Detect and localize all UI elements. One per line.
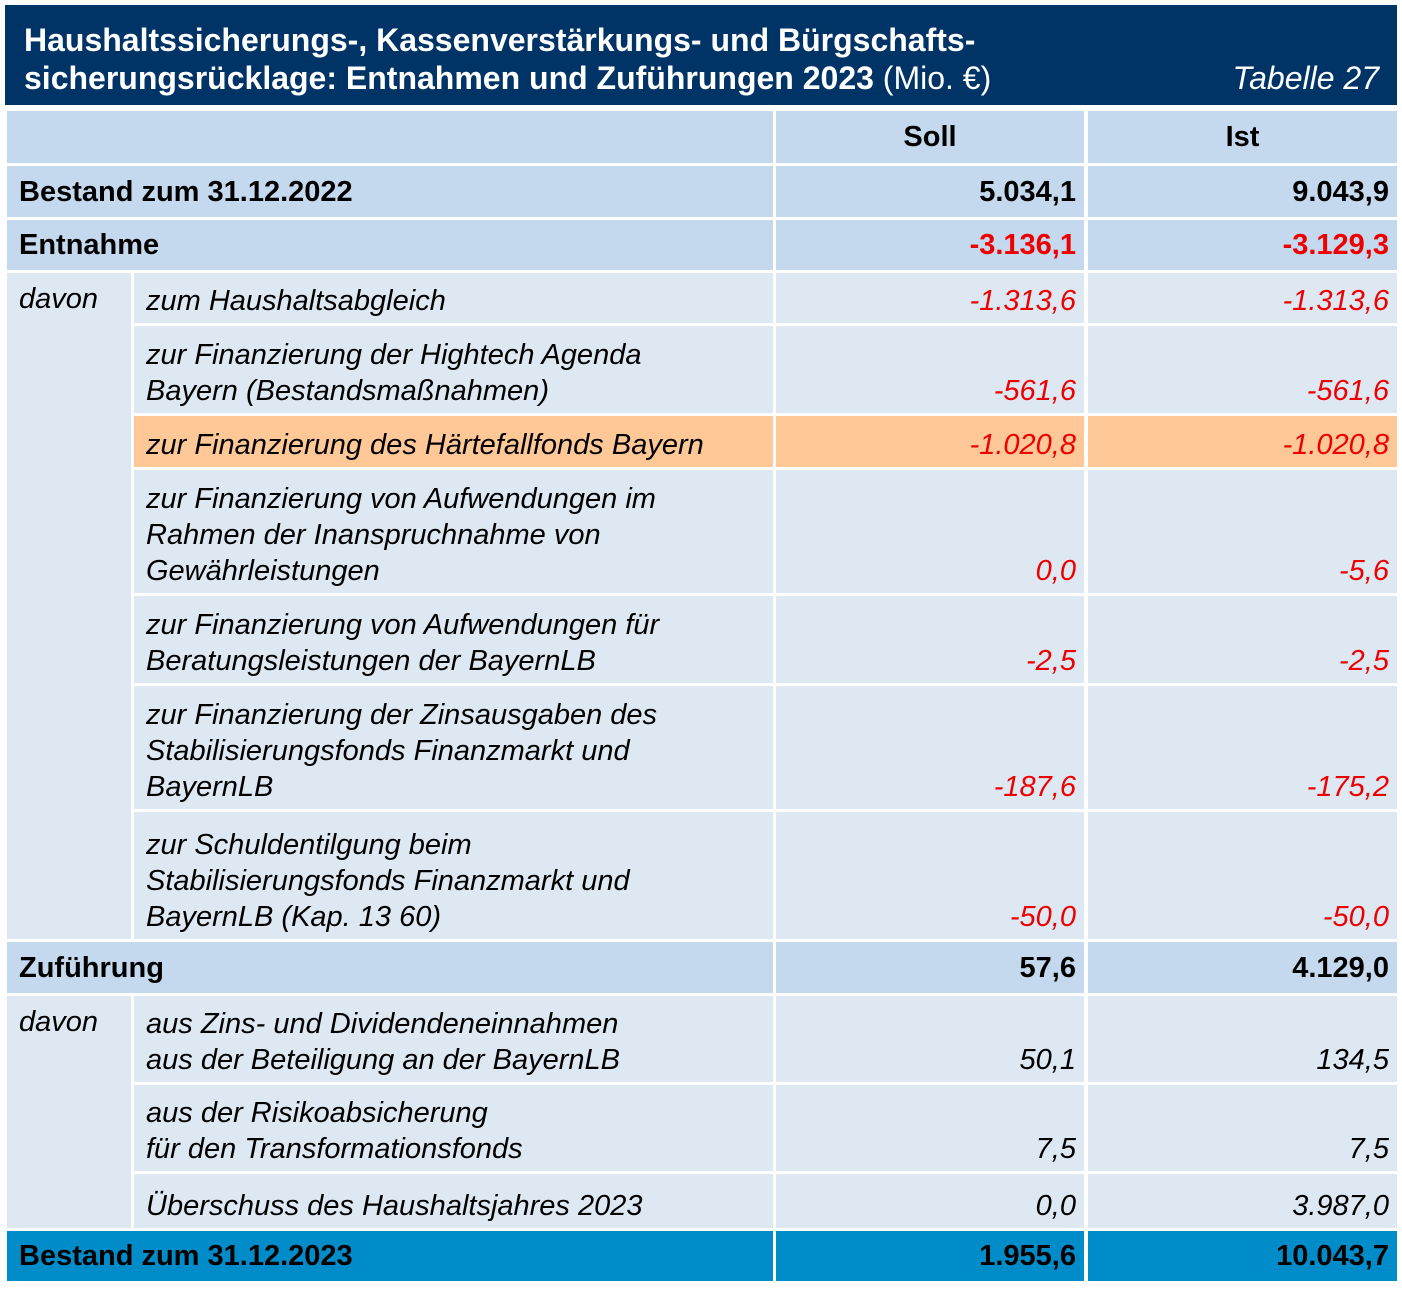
addition-item-soll: 7,5 — [776, 1085, 1084, 1171]
addition-item-soll: 50,1 — [776, 996, 1084, 1082]
addition-soll: 57,6 — [776, 942, 1084, 993]
withdrawal-item-soll: -50,0 — [776, 812, 1084, 939]
title-line-2: sicherungsrücklage: Entnahmen und Zuführ… — [24, 59, 1379, 97]
addition-item-soll: 0,0 — [776, 1174, 1084, 1228]
addition-item-label: Überschuss des Haushaltsjahres 2023 — [134, 1174, 773, 1228]
withdrawal-item-ist: -561,6 — [1088, 326, 1397, 413]
addition-label: Zuführung — [7, 942, 773, 993]
withdrawal-item-label: zur Finanzierung von Aufwendungen im Rahm… — [134, 470, 773, 593]
column-header-ist: Ist — [1088, 111, 1397, 163]
opening-ist: 9.043,9 — [1088, 166, 1397, 217]
table-row-withdrawal: Entnahme -3.136,1 -3.129,3 — [7, 220, 1397, 270]
table-row-opening: Bestand zum 31.12.2022 5.034,1 9.043,9 — [7, 166, 1397, 217]
withdrawal-breakdown: davon zum Haushaltsabgleich -1.313,6 -1.… — [7, 273, 1397, 939]
withdrawal-item-label: zur Finanzierung von Aufwendungen für Ber… — [134, 596, 773, 683]
withdrawal-item-ist: -2,5 — [1088, 596, 1397, 683]
withdrawal-item-label: zum Haushaltsabgleich — [134, 273, 773, 323]
addition-breakdown: davon aus Zins- und Dividendeneinnahmen a… — [7, 996, 1397, 1228]
withdrawal-item-soll: -187,6 — [776, 686, 1084, 809]
addition-item-label: aus der Risikoabsicherung für den Transfo… — [134, 1085, 773, 1171]
withdrawal-item-label: zur Schuldentilgung beim Stabilisierungsf… — [134, 812, 773, 939]
withdrawal-soll: -3.136,1 — [776, 220, 1084, 270]
withdrawal-davon-label: davon — [7, 273, 131, 939]
table-number: Tabelle 27 — [1232, 60, 1380, 96]
column-header-blank — [7, 111, 773, 163]
addition-davon-label: davon — [7, 996, 131, 1228]
addition-item-ist: 3.987,0 — [1088, 1174, 1397, 1228]
opening-label: Bestand zum 31.12.2022 — [7, 166, 773, 217]
withdrawal-item-soll: -561,6 — [776, 326, 1084, 413]
closing-ist: 10.043,7 — [1088, 1231, 1397, 1281]
addition-item-ist: 7,5 — [1088, 1085, 1397, 1171]
withdrawal-item-soll: -1.020,8 — [776, 416, 1084, 467]
withdrawal-item-soll: 0,0 — [776, 470, 1084, 593]
addition-item-ist: 134,5 — [1088, 996, 1397, 1082]
withdrawal-item-ist: -1.313,6 — [1088, 273, 1397, 323]
title-unit: (Mio. €) — [882, 60, 992, 96]
withdrawal-ist: -3.129,3 — [1088, 220, 1397, 270]
withdrawal-item-ist: -5,6 — [1088, 470, 1397, 593]
table-title-bar: Haushaltssicherungs-, Kassenverstärkungs… — [5, 5, 1397, 105]
withdrawal-label: Entnahme — [7, 220, 773, 270]
withdrawal-item-soll: -2,5 — [776, 596, 1084, 683]
column-header-row: Soll Ist — [7, 111, 1397, 163]
reserve-table: Soll Ist Bestand zum 31.12.2022 5.034,1 … — [7, 111, 1397, 1281]
withdrawal-item-ist: -175,2 — [1088, 686, 1397, 809]
withdrawal-item-label-highlighted: zur Finanzierung des Härtefallfonds Baye… — [134, 416, 773, 467]
table-row-addition: Zuführung 57,6 4.129,0 — [7, 942, 1397, 993]
title-line-1: Haushaltssicherungs-, Kassenverstärkungs… — [24, 22, 976, 58]
withdrawal-item-soll: -1.313,6 — [776, 273, 1084, 323]
addition-ist: 4.129,0 — [1088, 942, 1397, 993]
withdrawal-item-label: zur Finanzierung der Zinsausgaben des Sta… — [134, 686, 773, 809]
withdrawal-item-ist: -1.020,8 — [1088, 416, 1397, 467]
table-row-closing: Bestand zum 31.12.2023 1.955,6 10.043,7 — [7, 1231, 1397, 1281]
closing-label: Bestand zum 31.12.2023 — [7, 1231, 773, 1281]
title-line-2-main: sicherungsrücklage: Entnahmen und Zuführ… — [24, 60, 874, 96]
column-header-soll: Soll — [776, 111, 1084, 163]
closing-soll: 1.955,6 — [776, 1231, 1084, 1281]
opening-soll: 5.034,1 — [776, 166, 1084, 217]
addition-item-label: aus Zins- und Dividendeneinnahmen aus der… — [134, 996, 773, 1082]
withdrawal-item-ist: -50,0 — [1088, 812, 1397, 939]
withdrawal-item-label: zur Finanzierung der Hightech Agenda Baye… — [134, 326, 773, 413]
